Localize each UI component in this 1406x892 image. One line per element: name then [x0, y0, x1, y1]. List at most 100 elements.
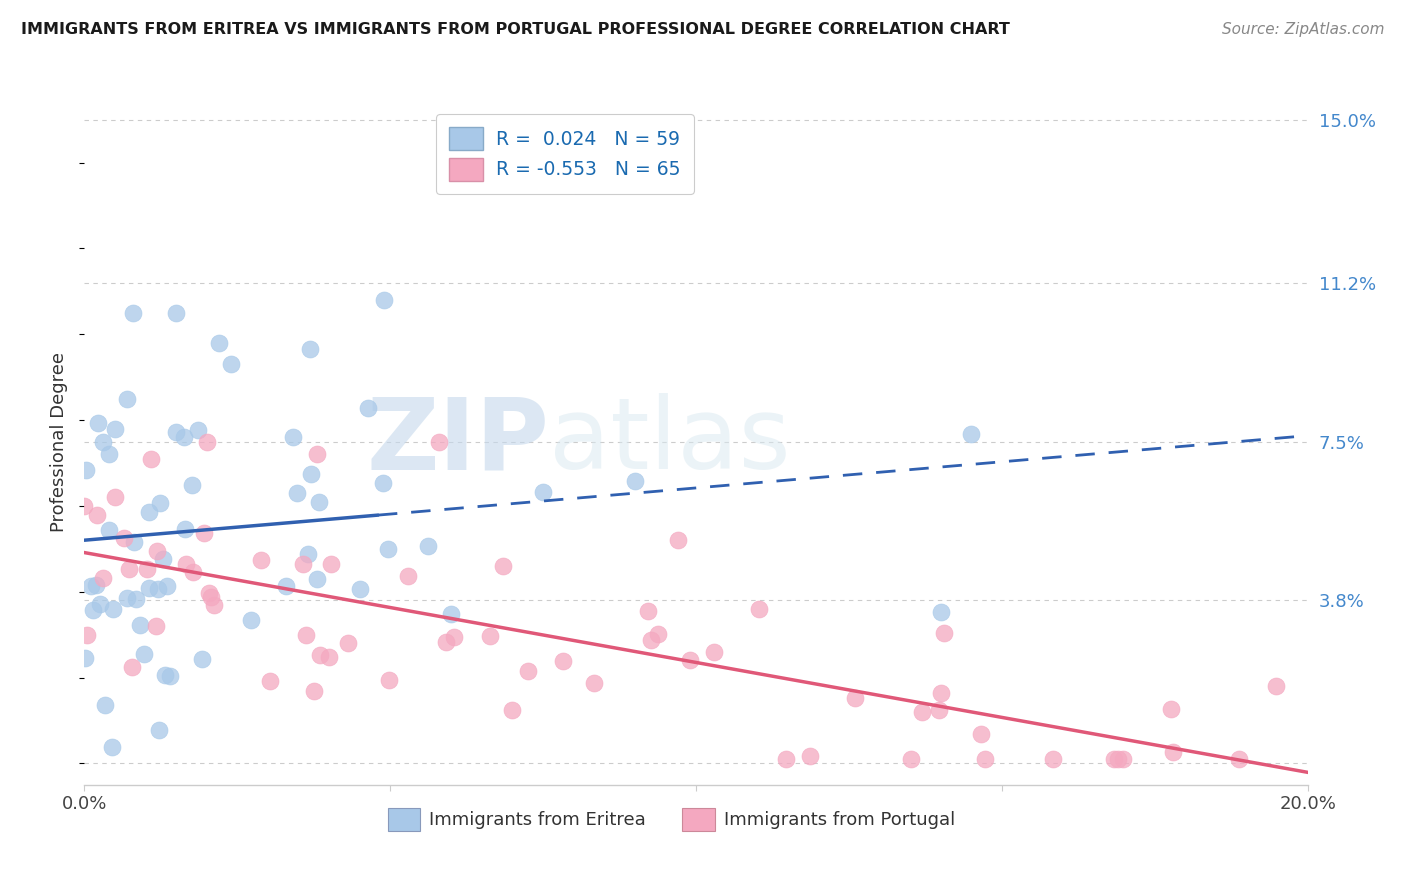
Point — [138, 505, 160, 519]
Point — [115, 392, 138, 406]
Point — [149, 496, 172, 510]
Point — [82, 603, 104, 617]
Point — [73, 499, 96, 513]
Point — [129, 617, 152, 632]
Point — [356, 401, 378, 415]
Point — [146, 543, 169, 558]
Point — [960, 427, 983, 442]
Point — [934, 625, 956, 640]
Point — [122, 535, 145, 549]
Point — [148, 723, 170, 737]
Point — [84, 578, 107, 592]
Y-axis label: Professional Degree: Professional Degree — [51, 351, 69, 532]
Point — [1107, 752, 1129, 766]
Point — [200, 590, 222, 604]
Point — [297, 547, 319, 561]
Legend: Immigrants from Eritrea, Immigrants from Portugal: Immigrants from Eritrea, Immigrants from… — [381, 801, 962, 838]
Point — [165, 425, 187, 439]
Point — [104, 422, 127, 436]
Point — [900, 752, 922, 766]
Point — [219, 357, 242, 371]
Point — [418, 539, 440, 553]
Point — [291, 558, 314, 572]
Point — [112, 531, 135, 545]
Point — [396, 568, 419, 582]
Point — [146, 582, 169, 596]
Point — [138, 581, 160, 595]
Point — [136, 562, 159, 576]
Point — [202, 598, 225, 612]
Point — [1227, 752, 1250, 766]
Point — [155, 668, 177, 682]
Point — [1264, 679, 1286, 693]
Point — [89, 597, 111, 611]
Point — [239, 613, 262, 627]
Point — [121, 659, 143, 673]
Point — [427, 434, 450, 449]
Point — [80, 579, 103, 593]
Point — [285, 486, 308, 500]
Point — [308, 648, 330, 663]
Point — [75, 651, 97, 665]
Point — [198, 586, 221, 600]
Point — [1112, 752, 1135, 766]
Point — [624, 474, 647, 488]
Point — [94, 698, 117, 712]
Point — [305, 447, 328, 461]
Point — [583, 676, 606, 690]
Point — [647, 626, 669, 640]
Point — [302, 683, 325, 698]
Point — [1102, 752, 1125, 766]
Point — [295, 628, 318, 642]
Point — [250, 553, 273, 567]
Point — [174, 557, 197, 571]
Point — [115, 591, 138, 606]
Point — [156, 579, 179, 593]
Point — [298, 342, 321, 356]
Point — [531, 485, 554, 500]
Point — [928, 704, 950, 718]
Point — [87, 416, 110, 430]
Point — [101, 602, 124, 616]
Point — [373, 293, 395, 307]
Point — [132, 648, 155, 662]
Point — [152, 552, 174, 566]
Point — [478, 629, 501, 643]
Point — [75, 463, 97, 477]
Point — [703, 645, 725, 659]
Point — [208, 335, 231, 350]
Text: atlas: atlas — [550, 393, 790, 490]
Text: Source: ZipAtlas.com: Source: ZipAtlas.com — [1222, 22, 1385, 37]
Point — [173, 430, 195, 444]
Point — [775, 752, 797, 766]
Point — [308, 495, 330, 509]
Point — [443, 630, 465, 644]
Point — [911, 705, 934, 719]
Point — [501, 703, 523, 717]
Point — [180, 478, 202, 492]
Point — [321, 557, 343, 571]
Point — [378, 673, 401, 687]
Point — [371, 476, 394, 491]
Point — [159, 669, 181, 683]
Point — [125, 592, 148, 607]
Point — [307, 572, 329, 586]
Point — [281, 430, 304, 444]
Point — [276, 579, 298, 593]
Point — [259, 673, 281, 688]
Point — [637, 604, 659, 618]
Point — [492, 559, 515, 574]
Point — [377, 541, 399, 556]
Point — [145, 618, 167, 632]
Text: IMMIGRANTS FROM ERITREA VS IMMIGRANTS FROM PORTUGAL PROFESSIONAL DEGREE CORRELAT: IMMIGRANTS FROM ERITREA VS IMMIGRANTS FR… — [21, 22, 1010, 37]
Point — [666, 533, 689, 548]
Point — [174, 522, 197, 536]
Point — [551, 654, 574, 668]
Point — [181, 565, 204, 579]
Point — [434, 635, 457, 649]
Point — [193, 526, 215, 541]
Point — [141, 451, 163, 466]
Point — [299, 467, 322, 481]
Point — [104, 491, 127, 505]
Point — [97, 447, 120, 461]
